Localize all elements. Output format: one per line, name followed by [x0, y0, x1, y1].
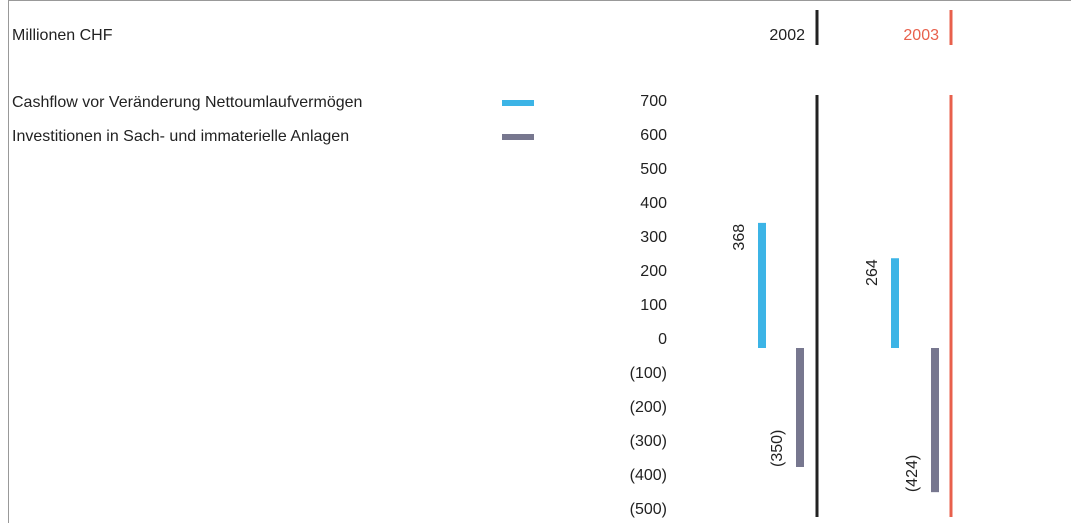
- category-label: 2003: [903, 27, 939, 44]
- category-line: [949, 95, 953, 517]
- category-line: [815, 95, 819, 517]
- category-marker: [815, 10, 819, 45]
- y-tick-label: 100: [640, 297, 667, 314]
- value-label: (424): [904, 455, 921, 492]
- bar: [931, 348, 939, 493]
- y-tick-label: 700: [640, 93, 667, 110]
- y-tick-label: 600: [640, 127, 667, 144]
- legend-label: Cashflow vor Veränderung Nettoumlaufverm…: [12, 94, 362, 111]
- legend-label: Investitionen in Sach- und immaterielle …: [12, 128, 349, 145]
- y-tick-label: 500: [640, 161, 667, 178]
- bar: [891, 258, 899, 348]
- category-label: 2002: [769, 27, 805, 44]
- y-tick-label: (100): [630, 365, 667, 382]
- category-marker: [949, 10, 953, 45]
- y-tick-label: 0: [658, 331, 667, 348]
- bar: [758, 222, 766, 348]
- value-label: (350): [769, 430, 786, 467]
- y-tick-label: 300: [640, 229, 667, 246]
- y-tick-label: (500): [630, 501, 667, 518]
- y-tick-label: (400): [630, 467, 667, 484]
- value-label: 368: [731, 224, 748, 251]
- y-tick-label: (200): [630, 399, 667, 416]
- y-tick-label: 400: [640, 195, 667, 212]
- bar: [796, 348, 804, 467]
- value-label: 264: [864, 259, 881, 286]
- legend-swatch: [502, 134, 534, 140]
- y-tick-label: 200: [640, 263, 667, 280]
- chart-title: Millionen CHF: [12, 27, 113, 44]
- legend-swatch: [502, 100, 534, 106]
- y-tick-label: (300): [630, 433, 667, 450]
